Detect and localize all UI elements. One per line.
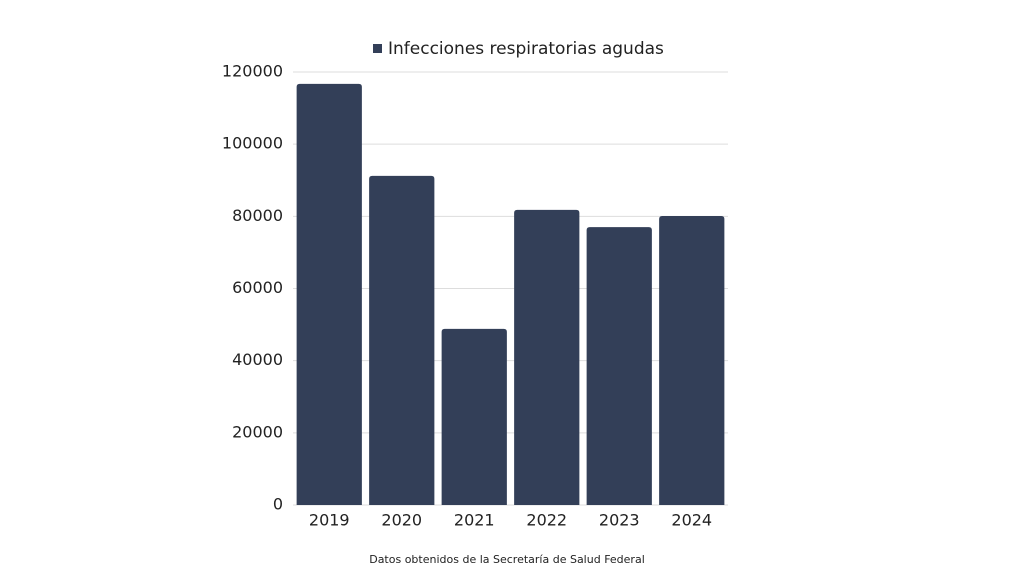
- y-tick-label: 40000: [232, 350, 283, 369]
- bar: [586, 227, 652, 506]
- x-tick-label: 2019: [309, 511, 350, 530]
- y-tick-label: 120000: [222, 62, 283, 81]
- bar: [659, 215, 725, 505]
- x-tick-label: 2021: [454, 511, 495, 530]
- bar: [369, 175, 435, 506]
- caption: Datos obtenidos de la Secretaría de Salu…: [369, 553, 645, 566]
- x-tick-label: 2023: [599, 511, 640, 530]
- x-tick-label: 2024: [671, 511, 712, 530]
- y-tick-label: 60000: [232, 278, 283, 297]
- bar: [514, 209, 580, 506]
- x-tick-label: 2020: [381, 511, 422, 530]
- y-tick-label: 20000: [232, 422, 283, 441]
- bar: [296, 83, 362, 505]
- y-tick-label: 0: [273, 495, 283, 514]
- y-tick-label: 80000: [232, 206, 283, 225]
- legend-swatch: [373, 44, 382, 53]
- legend-label: Infecciones respiratorias agudas: [388, 39, 664, 59]
- y-tick-label: 100000: [222, 134, 283, 153]
- x-tick-label: 2022: [526, 511, 567, 530]
- bar: [441, 328, 507, 505]
